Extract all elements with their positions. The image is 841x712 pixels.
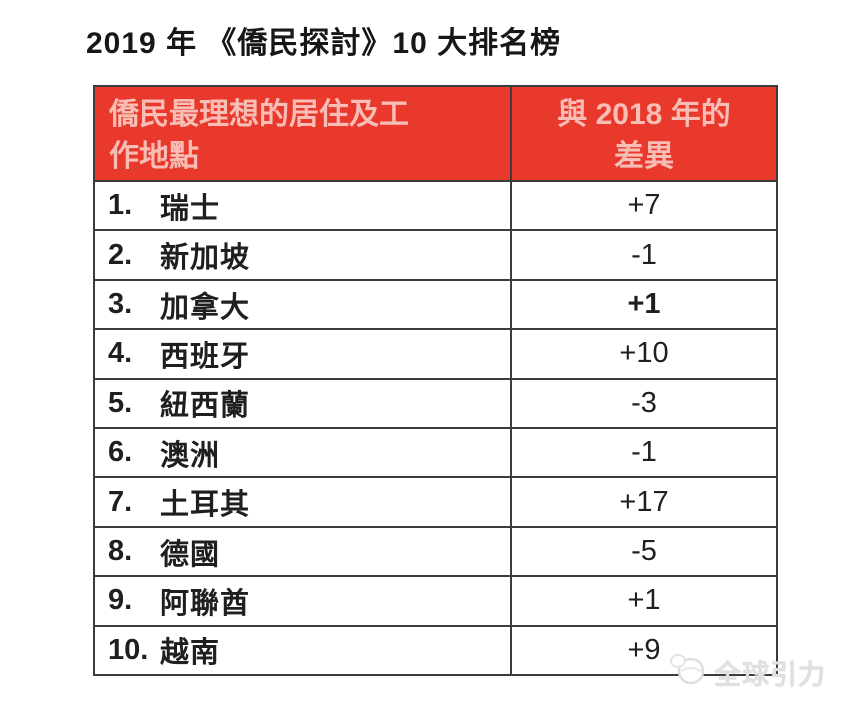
- table-row: 3. 加拿大 +1: [95, 278, 776, 329]
- rank-number: 7.: [108, 485, 133, 518]
- rank-number: 2.: [108, 238, 133, 271]
- table-row: 1. 瑞士 +7: [95, 180, 776, 230]
- globe-icon: [668, 650, 710, 695]
- cell-diff: -5: [510, 527, 776, 576]
- cell-destination: 6. 澳洲: [95, 429, 510, 476]
- cell-destination: 4. 西班牙: [95, 330, 510, 377]
- table-row: 10. 越南 +9: [95, 624, 776, 675]
- cell-destination: 1. 瑞士: [95, 182, 510, 229]
- table-row: 9. 阿聯酋 +1: [95, 575, 776, 625]
- cell-diff: +17: [510, 478, 776, 526]
- rank-number: 6.: [108, 436, 133, 469]
- cell-diff: +1: [510, 280, 776, 329]
- watermark-label: 全球引力: [714, 660, 826, 690]
- cell-diff: +1: [510, 577, 776, 625]
- header-cell-diff: 與 2018 年的 差異: [510, 87, 776, 180]
- cell-diff: +9: [510, 626, 776, 675]
- cell-diff: -1: [510, 231, 776, 279]
- rank-number: 3.: [108, 288, 133, 321]
- place-name: 阿聯酋: [160, 587, 251, 620]
- rank-number: 10.: [108, 633, 149, 666]
- cell-destination: 5. 紐西蘭: [95, 380, 510, 427]
- rank-number: 9.: [108, 584, 133, 617]
- place-name: 越南: [160, 637, 221, 670]
- place-name: 瑞士: [160, 192, 221, 225]
- cell-diff: +10: [510, 330, 776, 378]
- cell-destination: 3. 加拿大: [95, 281, 510, 328]
- place-name: 土耳其: [160, 489, 251, 522]
- rank-number: 5.: [108, 386, 133, 419]
- table-body: 1. 瑞士 +7 2. 新加坡 -1 3. 加拿大 +1 4. 西班牙 +10 …: [95, 180, 776, 675]
- header-cell-destination: 僑民最理想的居住及工 作地點: [109, 98, 409, 173]
- watermark: 全球引力: [668, 650, 826, 695]
- page-title: 2019 年 《僑民探討》10 大排名榜: [86, 27, 562, 60]
- table-header-row: 僑民最理想的居住及工 作地點 與 2018 年的 差異: [95, 87, 776, 180]
- table-row: 4. 西班牙 +10: [95, 328, 776, 378]
- table-row: 5. 紐西蘭 -3: [95, 377, 776, 428]
- table-row: 6. 澳洲 -1: [95, 427, 776, 477]
- place-name: 新加坡: [160, 242, 251, 275]
- place-name: 澳洲: [160, 439, 221, 472]
- rank-number: 1.: [108, 189, 133, 222]
- ranking-table: 僑民最理想的居住及工 作地點 與 2018 年的 差異 1. 瑞士 +7 2. …: [93, 85, 778, 676]
- place-name: 西班牙: [160, 340, 251, 373]
- cell-destination: 7. 土耳其: [95, 478, 510, 525]
- cell-destination: 2. 新加坡: [95, 231, 510, 278]
- cell-diff: +7: [510, 182, 776, 230]
- rank-number: 4.: [108, 337, 133, 370]
- place-name: 加拿大: [160, 291, 251, 324]
- place-name: 德國: [160, 538, 221, 571]
- cell-destination: 10. 越南: [95, 627, 510, 674]
- cell-diff: -1: [510, 429, 776, 477]
- table-row: 7. 土耳其 +17: [95, 476, 776, 526]
- table-row: 8. 德國 -5: [95, 525, 776, 576]
- place-name: 紐西蘭: [160, 390, 251, 423]
- cell-diff: -3: [510, 379, 776, 428]
- cell-destination: 8. 德國: [95, 528, 510, 575]
- table-row: 2. 新加坡 -1: [95, 229, 776, 279]
- cell-destination: 9. 阿聯酋: [95, 577, 510, 624]
- rank-number: 8.: [108, 535, 133, 568]
